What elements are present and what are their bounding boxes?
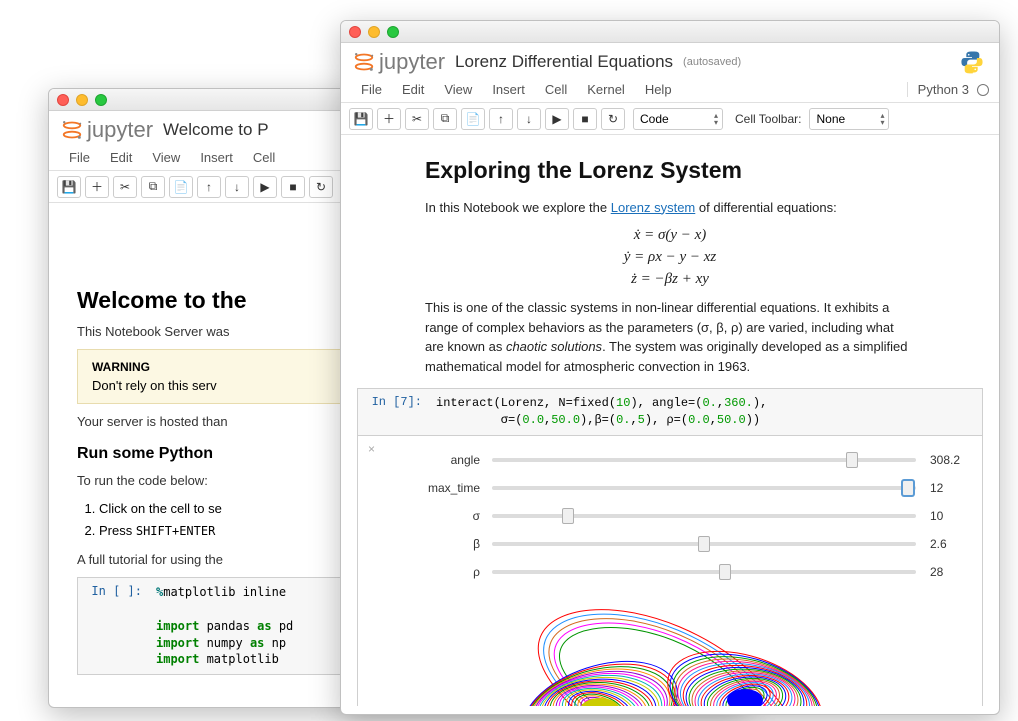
cut-button[interactable]: ✂ [113,176,137,198]
menu-file[interactable]: File [59,146,100,169]
slider-track[interactable] [492,514,916,518]
code-input[interactable]: interact(Lorenz, N=fixed(10), angle=(0.,… [428,389,982,435]
add-cell-button[interactable]: ＋ [377,108,401,130]
menu-kernel[interactable]: Kernel [577,78,635,101]
header: jupyter Lorenz Differential Equations (a… [341,43,999,77]
jupyter-logo: jupyter [353,49,445,75]
intro-para: In this Notebook we explore the Lorenz s… [425,198,915,218]
kernel-label: Python 3 [918,82,969,97]
zoom-icon[interactable] [387,26,399,38]
jupyter-logo: jupyter [61,117,153,143]
celltoolbar-select[interactable]: None▴▾ [809,108,889,130]
widget-output: × angle 308.2 max_time 12 σ 10 β 2.6 ρ 28 [357,436,983,706]
autosave-label: (autosaved) [683,56,741,68]
slider-label: ρ [410,565,492,579]
run-button[interactable]: ▶ [253,176,277,198]
menu-view[interactable]: View [434,78,482,101]
menubar: File Edit View Insert Cell Kernel Help P… [341,77,999,103]
slider-row-σ: σ 10 [410,502,970,530]
slider-value: 308.2 [930,453,970,467]
code-cell[interactable]: In [7]: interact(Lorenz, N=fixed(10), an… [357,388,983,436]
python-icon [959,49,985,80]
slider-value: 2.6 [930,537,970,551]
menu-cell[interactable]: Cell [535,78,577,101]
menu-view[interactable]: View [142,146,190,169]
close-icon[interactable]: × [368,442,375,456]
slider-value: 10 [930,509,970,523]
slider-row-max_time: max_time 12 [410,474,970,502]
minimize-icon[interactable] [76,94,88,106]
celltype-select[interactable]: Code▴▾ [633,108,723,130]
slider-track[interactable] [492,542,916,546]
slider-track[interactable] [492,570,916,574]
minimize-icon[interactable] [368,26,380,38]
copy-button[interactable]: ⧉ [433,108,457,130]
slider-value: 28 [930,565,970,579]
restart-button[interactable]: ↻ [309,176,333,198]
equations: ẋ = σ(y − x) ẏ = ρx − y − xz ż = −βz + x… [425,225,915,290]
jupyter-window-lorenz: jupyter Lorenz Differential Equations (a… [340,20,1000,715]
logo-text: jupyter [87,117,153,143]
lorenz-plot [370,600,970,706]
menu-help[interactable]: Help [635,78,682,101]
kernel-indicator: Python 3 [907,82,989,97]
kernel-status-icon [977,84,989,96]
stop-button[interactable]: ■ [573,108,597,130]
page-title: Exploring the Lorenz System [425,153,915,188]
notebook-body: Exploring the Lorenz System In this Note… [341,135,999,706]
warning-body: Don't rely on this serv [92,378,217,393]
paste-button[interactable]: 📄 [461,108,485,130]
slider-row-ρ: ρ 28 [410,558,970,586]
notebook-title[interactable]: Lorenz Differential Equations [455,52,673,72]
close-icon[interactable] [349,26,361,38]
move-down-button[interactable]: ↓ [225,176,249,198]
slider-thumb[interactable] [698,536,710,552]
restart-button[interactable]: ↻ [601,108,625,130]
desc-para: This is one of the classic systems in no… [425,298,915,376]
paste-button[interactable]: 📄 [169,176,193,198]
slider-row-angle: angle 308.2 [410,446,970,474]
menu-insert[interactable]: Insert [482,78,535,101]
slider-row-β: β 2.6 [410,530,970,558]
menu-edit[interactable]: Edit [392,78,434,101]
slider-thumb[interactable] [846,452,858,468]
logo-text: jupyter [379,49,445,75]
menu-edit[interactable]: Edit [100,146,142,169]
titlebar [341,21,999,43]
zoom-icon[interactable] [95,94,107,106]
cut-button[interactable]: ✂ [405,108,429,130]
celltoolbar-label: Cell Toolbar: [735,112,801,126]
slider-label: max_time [410,481,492,495]
cell-prompt: In [ ]: [78,578,148,674]
slider-thumb[interactable] [719,564,731,580]
slider-label: β [410,537,492,551]
copy-button[interactable]: ⧉ [141,176,165,198]
slider-label: σ [410,509,492,523]
slider-thumb[interactable] [562,508,574,524]
move-up-button[interactable]: ↑ [197,176,221,198]
menu-insert[interactable]: Insert [190,146,243,169]
move-up-button[interactable]: ↑ [489,108,513,130]
close-icon[interactable] [57,94,69,106]
slider-label: angle [410,453,492,467]
menu-cell[interactable]: Cell [243,146,285,169]
save-button[interactable]: 💾 [57,176,81,198]
run-button[interactable]: ▶ [545,108,569,130]
toolbar: 💾 ＋ ✂ ⧉ 📄 ↑ ↓ ▶ ■ ↻ Code▴▾ Cell Toolbar:… [341,103,999,135]
save-button[interactable]: 💾 [349,108,373,130]
notebook-title[interactable]: Welcome to P [163,120,269,140]
slider-thumb[interactable] [902,480,914,496]
cell-prompt: In [7]: [358,389,428,435]
slider-track[interactable] [492,458,916,462]
slider-value: 12 [930,481,970,495]
move-down-button[interactable]: ↓ [517,108,541,130]
slider-track[interactable] [492,486,916,490]
menu-file[interactable]: File [351,78,392,101]
add-cell-button[interactable]: ＋ [85,176,109,198]
lorenz-link[interactable]: Lorenz system [611,200,696,215]
stop-button[interactable]: ■ [281,176,305,198]
